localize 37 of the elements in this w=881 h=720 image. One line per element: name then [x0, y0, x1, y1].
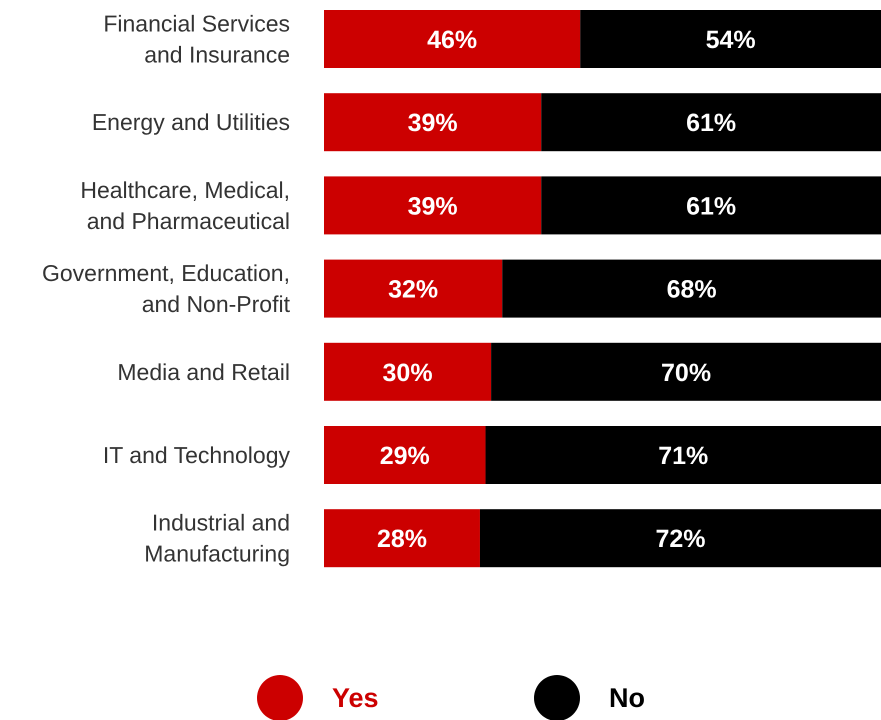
- y-tick-label: Government, Education, and Non-Profit: [42, 260, 291, 318]
- data-label: 39%: [408, 192, 458, 220]
- legend-label: Yes: [332, 683, 379, 713]
- y-tick-label: Media and Retail: [117, 358, 290, 385]
- bar: [480, 509, 881, 568]
- bar: [324, 342, 492, 401]
- data-label: 39%: [408, 109, 458, 138]
- data-label: 32%: [388, 276, 438, 304]
- data-label: 46%: [427, 26, 478, 54]
- y-tick-label: Healthcare, Medical, and Pharmaceutical: [80, 176, 290, 234]
- bar: [541, 93, 881, 152]
- bar: [324, 93, 542, 152]
- data-label: 70%: [661, 358, 712, 387]
- data-label: 71%: [658, 442, 708, 470]
- bar: [541, 176, 881, 234]
- bar: [491, 342, 881, 401]
- legend-label: No: [609, 683, 645, 713]
- bar: [502, 260, 881, 318]
- bar: [486, 426, 881, 484]
- bar: [324, 426, 486, 484]
- data-label: 61%: [686, 109, 736, 138]
- data-label: 54%: [706, 26, 756, 54]
- y-tick-label: Financial Services and Insurance: [103, 10, 290, 68]
- data-label: 61%: [686, 192, 736, 220]
- bar: [580, 10, 881, 68]
- bar: [324, 10, 580, 68]
- y-tick-label: Energy and Utilities: [92, 109, 290, 136]
- bar: [324, 509, 480, 568]
- data-label: 28%: [376, 525, 428, 554]
- data-label: 29%: [380, 442, 430, 470]
- y-tick-label: IT and Technology: [102, 442, 290, 468]
- bar: [324, 260, 502, 318]
- y-tick-label: Industrial and Manufacturing: [144, 510, 290, 567]
- data-label: 72%: [655, 525, 706, 554]
- bar: [324, 176, 542, 234]
- data-label: 30%: [382, 358, 433, 387]
- data-label: 68%: [666, 276, 717, 304]
